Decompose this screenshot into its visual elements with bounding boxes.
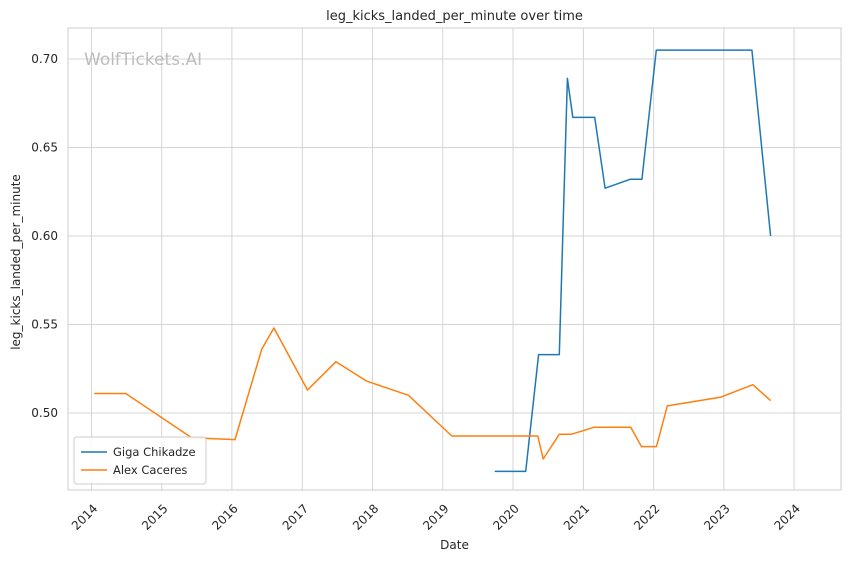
series-lines: [94, 49, 772, 473]
y-tick-label: 0.50: [31, 406, 58, 420]
series-line-giga-chikadze: [494, 49, 772, 473]
y-tick-label: 0.65: [31, 140, 58, 154]
legend-box: [73, 436, 207, 485]
legend-label-alex-caceres: Alex Caceres: [113, 463, 187, 477]
legend-label-giga-chikadze: Giga Chikadze: [113, 445, 196, 459]
x-axis-title: Date: [440, 538, 469, 552]
plot-area: [67, 27, 842, 491]
grid: [68, 28, 841, 490]
chart-title: leg_kicks_landed_per_minute over time: [326, 9, 583, 24]
y-tick-label: 0.60: [31, 229, 58, 243]
legend: Giga Chikadze Alex Caceres: [73, 436, 207, 485]
y-axis-title: leg_kicks_landed_per_minute: [9, 174, 23, 350]
watermark: WolfTickets.AI: [84, 50, 202, 70]
series-line-alex-caceres: [94, 327, 772, 460]
y-tick-label: 0.70: [31, 52, 58, 66]
y-tick-label: 0.55: [31, 317, 58, 331]
